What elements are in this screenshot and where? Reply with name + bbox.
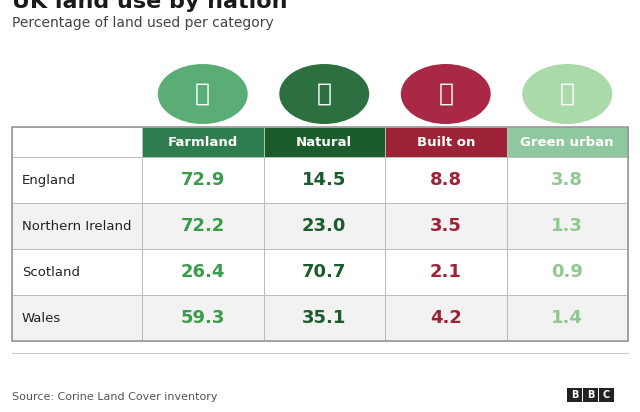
Text: 🌳: 🌳	[317, 82, 332, 106]
Text: 3.5: 3.5	[430, 217, 461, 235]
Text: 70.7: 70.7	[302, 263, 346, 281]
FancyBboxPatch shape	[142, 157, 264, 203]
FancyBboxPatch shape	[385, 127, 506, 157]
FancyBboxPatch shape	[506, 203, 628, 249]
Text: 2.1: 2.1	[430, 263, 461, 281]
Text: Wales: Wales	[22, 311, 61, 325]
Ellipse shape	[158, 64, 248, 124]
FancyBboxPatch shape	[385, 203, 506, 249]
FancyBboxPatch shape	[142, 249, 264, 295]
Text: Scotland: Scotland	[22, 265, 80, 279]
Text: England: England	[22, 173, 76, 187]
FancyBboxPatch shape	[506, 249, 628, 295]
Text: 🏢: 🏢	[438, 82, 453, 106]
Text: 0.9: 0.9	[551, 263, 583, 281]
FancyBboxPatch shape	[264, 249, 385, 295]
FancyBboxPatch shape	[142, 295, 264, 341]
Ellipse shape	[401, 64, 491, 124]
FancyBboxPatch shape	[506, 157, 628, 203]
FancyBboxPatch shape	[142, 203, 264, 249]
FancyBboxPatch shape	[12, 127, 142, 157]
FancyBboxPatch shape	[506, 127, 628, 157]
Text: Percentage of land used per category: Percentage of land used per category	[12, 16, 274, 30]
Text: UK land use by nation: UK land use by nation	[12, 0, 287, 12]
FancyBboxPatch shape	[583, 388, 598, 402]
FancyBboxPatch shape	[506, 295, 628, 341]
FancyBboxPatch shape	[599, 388, 614, 402]
Text: 72.2: 72.2	[180, 217, 225, 235]
Text: 23.0: 23.0	[302, 217, 346, 235]
Text: Farmland: Farmland	[168, 136, 238, 148]
FancyBboxPatch shape	[142, 127, 264, 157]
FancyBboxPatch shape	[264, 157, 385, 203]
FancyBboxPatch shape	[12, 157, 142, 203]
FancyBboxPatch shape	[12, 295, 142, 341]
Text: 59.3: 59.3	[180, 309, 225, 327]
Ellipse shape	[522, 64, 612, 124]
Text: 26.4: 26.4	[180, 263, 225, 281]
Text: 🚜: 🚜	[195, 82, 211, 106]
FancyBboxPatch shape	[264, 203, 385, 249]
Text: 1.3: 1.3	[551, 217, 583, 235]
Text: Natural: Natural	[296, 136, 352, 148]
Text: 35.1: 35.1	[302, 309, 346, 327]
FancyBboxPatch shape	[567, 388, 582, 402]
Text: B: B	[587, 390, 594, 400]
Text: 3.8: 3.8	[551, 171, 583, 189]
FancyBboxPatch shape	[12, 203, 142, 249]
Text: 1.4: 1.4	[551, 309, 583, 327]
Text: 72.9: 72.9	[180, 171, 225, 189]
Text: Source: Corine Land Cover inventory: Source: Corine Land Cover inventory	[12, 392, 218, 402]
Text: 🎠: 🎠	[560, 82, 575, 106]
Text: B: B	[571, 390, 578, 400]
Text: Built on: Built on	[417, 136, 475, 148]
Text: 4.2: 4.2	[430, 309, 461, 327]
Text: C: C	[603, 390, 610, 400]
FancyBboxPatch shape	[12, 249, 142, 295]
FancyBboxPatch shape	[264, 295, 385, 341]
Text: Green urban: Green urban	[520, 136, 614, 148]
FancyBboxPatch shape	[264, 127, 385, 157]
Text: Northern Ireland: Northern Ireland	[22, 220, 131, 232]
FancyBboxPatch shape	[385, 157, 506, 203]
Ellipse shape	[279, 64, 369, 124]
FancyBboxPatch shape	[385, 249, 506, 295]
Text: 14.5: 14.5	[302, 171, 346, 189]
FancyBboxPatch shape	[385, 295, 506, 341]
Text: 8.8: 8.8	[429, 171, 462, 189]
